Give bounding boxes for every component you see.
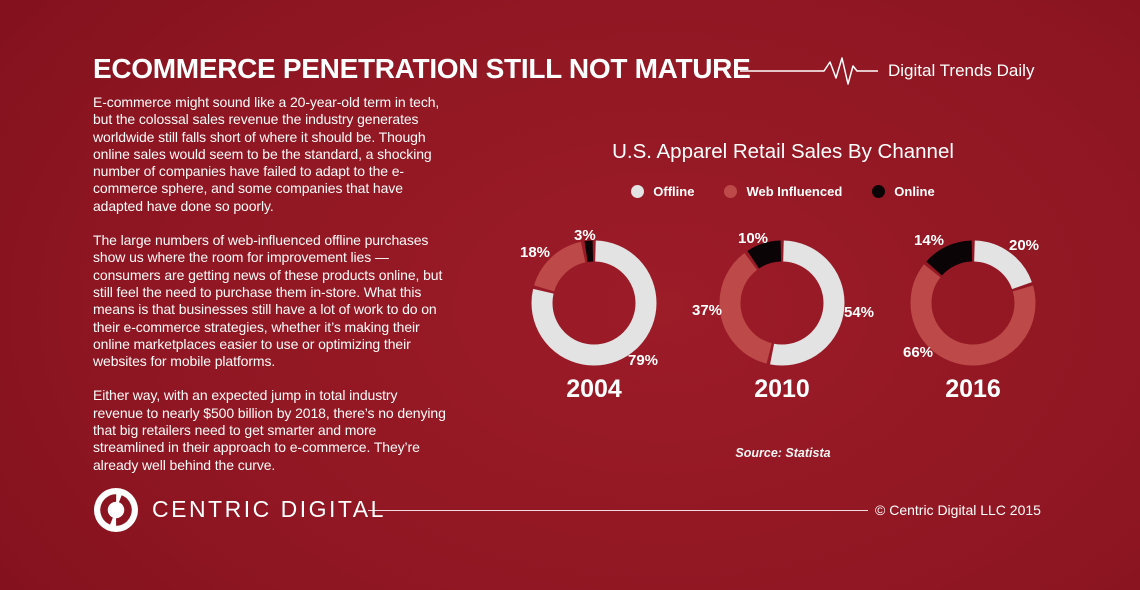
web-influenced-value-label: 37% [692,302,723,319]
article-text: E-commerce might sound like a 20-year-ol… [93,94,451,491]
year-label-2016: 2016 [945,375,1001,403]
web-influenced-value-label: 66% [903,344,934,361]
source-credit: Source: Statista [735,446,831,460]
web-influenced-dot-icon [724,185,738,198]
offline-value-label: 20% [1009,237,1040,254]
donut-chart-2004: 79% 18% 3% 2004 [498,213,693,428]
donut-chart-2010: 54% 37% 10% 2010 [686,213,881,428]
donut-ring-2010 [719,240,845,366]
brand-name: Digital Trends Daily [888,61,1035,80]
online-value-label: 14% [914,232,945,249]
chart-panel: U.S. Apparel Retail Sales By Channel Off… [498,140,1068,485]
chart-legend: Offline Web Influenced Online [498,184,1068,199]
web-influenced-value-label: 18% [520,244,551,261]
copyright-notice: © Centric Digital LLC 2015 [875,502,1041,518]
heartbeat-pulse-icon [740,57,878,85]
offline-value-label: 79% [628,352,659,369]
centric-digital-logo-icon [94,488,138,532]
offline-value-label: 54% [844,304,875,321]
year-label-2010: 2010 [754,375,810,403]
donut-charts-row: 79% 18% 3% 2004 54% 37% 10% 2010 20% 66%… [498,213,1068,433]
paragraph-2: The large numbers of web-influenced offl… [93,232,443,370]
year-label-2004: 2004 [566,375,622,403]
online-value-label: 10% [738,230,769,247]
donut-ring-2016 [910,240,1036,366]
legend-label: Online [894,184,935,199]
legend-label: Web Influenced [746,184,843,199]
paragraph-1: E-commerce might sound like a 20-year-ol… [93,94,440,214]
legend-item-web-influenced: Web Influenced [724,184,842,199]
donut-ring-2004 [531,240,657,366]
paragraph-3: Either way, with an expected jump in tot… [93,387,446,473]
legend-item-online: Online [872,184,935,199]
donut-chart-2016: 20% 66% 14% 2016 [877,213,1072,428]
legend-item-offline: Offline [631,184,694,199]
footer-divider-line [368,510,868,511]
chart-title: U.S. Apparel Retail Sales By Channel [612,140,954,163]
offline-dot-icon [631,185,645,198]
online-dot-icon [872,185,886,198]
page-title: ECOMMERCE PENETRATION STILL NOT MATURE [93,53,751,84]
footer-brand-name: CENTRIC DIGITAL [152,496,386,522]
legend-label: Offline [653,184,695,199]
online-value-label: 3% [574,227,596,244]
